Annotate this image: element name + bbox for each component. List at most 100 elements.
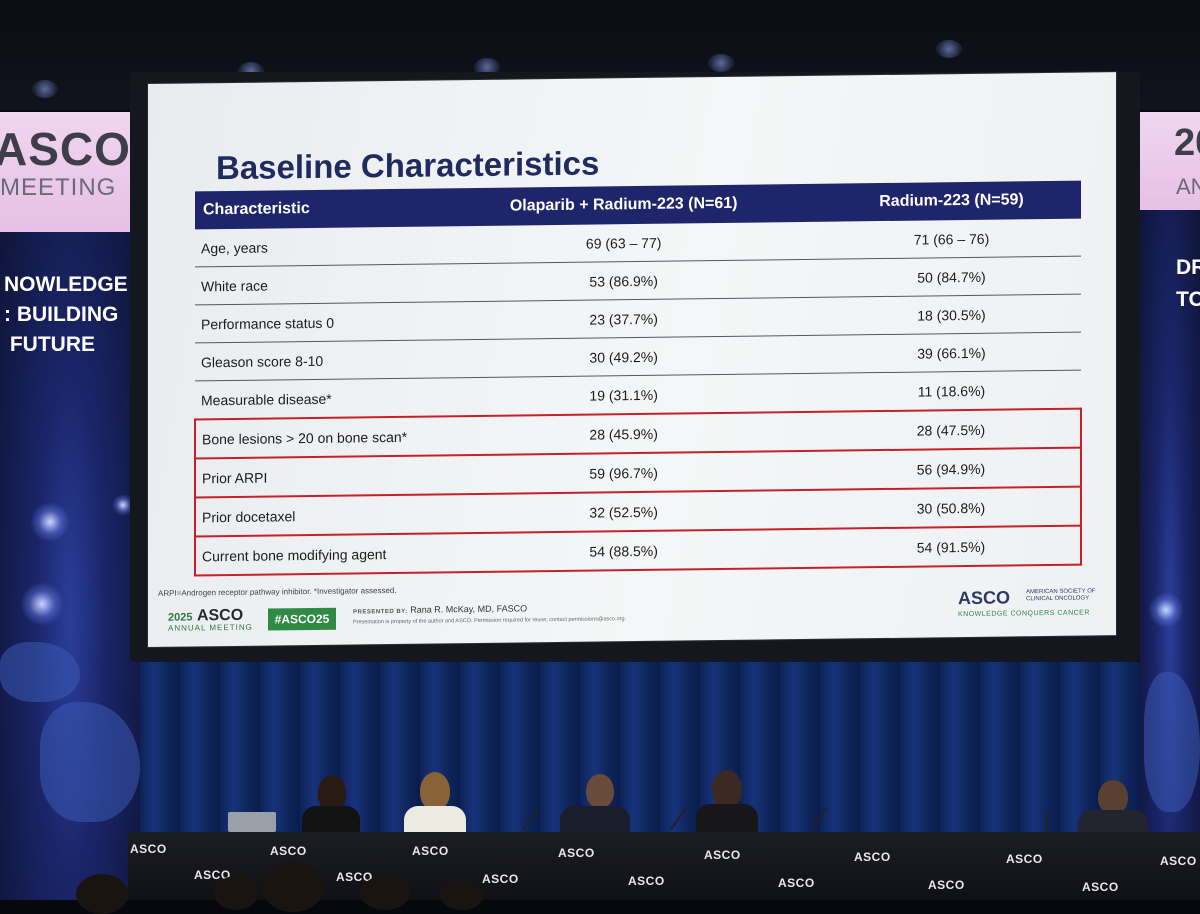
desk-logo: ASCO [1006,852,1043,866]
radium-cell: 11 (18.6%) [821,370,1081,412]
panelist-head [420,772,450,810]
panelist-head [1098,780,1128,814]
baseline-table: Characteristic Olaparib + Radium-223 (N=… [194,180,1082,577]
olaparib-radium-cell: 30 (49.2%) [425,335,822,379]
radium-cell: 56 (94.9%) [821,447,1081,490]
olaparib-radium-cell: 69 (63 – 77) [425,221,822,265]
left-banner: ASCO MEETING NOWLEDGE : BUILDING FUTURE [0,112,140,900]
desk-logo: ASCO [778,876,815,890]
right-banner-header: 20 AN [1140,112,1200,210]
left-banner-theme-line: : BUILDING [4,303,119,326]
desk-logo: ASCO [130,842,167,856]
characteristic-cell: Measurable disease* [195,378,426,420]
panelist-head [712,770,742,808]
radium-cell: 18 (30.5%) [821,294,1081,336]
radium-cell: 54 (91.5%) [821,525,1081,568]
olaparib-radium-cell: 59 (96.7%) [425,450,822,495]
olaparib-radium-cell: 32 (52.5%) [425,489,822,534]
desk-logo: ASCO [1160,854,1197,868]
presenter-block: PRESENTED BY: Rana R. McKay, MD, FASCO P… [353,602,626,625]
column-header: Characteristic [195,188,426,230]
panelist-body [302,806,360,834]
glow-dot [112,494,134,516]
slide-title: Baseline Characteristics [216,144,600,187]
olaparib-radium-cell: 54 (88.5%) [425,528,822,573]
radium-cell: 50 (84.7%) [821,256,1081,298]
radium-cell: 30 (50.8%) [821,486,1081,529]
world-map-landmass [40,702,140,822]
world-map-landmass [0,642,80,702]
left-banner-logo: ASCO [0,123,131,175]
right-banner: 20 AN DR TO [1140,112,1200,900]
audience-head [360,876,410,910]
right-banner-sub: AN [1176,174,1200,199]
panelist-body [404,806,466,834]
society-name: AMERICAN SOCIETY OF CLINICAL ONCOLOGY [1026,588,1096,603]
characteristic-cell: Performance status 0 [195,302,426,343]
radium-cell: 71 (66 – 76) [821,218,1081,260]
society-tagline: KNOWLEDGE CONQUERS CANCER [958,609,1090,619]
desk-logo: ASCO [558,846,595,860]
presenter-name: Rana R. McKay, MD, FASCO [410,603,528,615]
stage-light [32,80,58,98]
left-banner-header: ASCO MEETING [0,112,140,232]
presented-label: PRESENTED BY: [353,608,408,616]
panelist-body [560,806,630,834]
meeting-brand: ASCO [196,606,244,625]
meeting-sub: ANNUAL MEETING [168,622,253,633]
desk-logo: ASCO [336,870,373,884]
stage-curtain [140,662,1140,834]
society-brand: ASCO [958,587,1011,609]
slide-footnote: ARPI=Androgen receptor pathway inhibitor… [158,585,397,598]
radium-cell: 28 (47.5%) [821,408,1081,451]
panelist-head [318,775,346,811]
right-banner-year: 20 [1174,122,1200,164]
right-banner-theme: DR TO [1176,252,1200,316]
stage-light [936,40,962,58]
column-header: Radium-223 (N=59) [821,180,1081,222]
characteristic-cell: White race [195,264,426,305]
desk-logo: ASCO [628,874,665,888]
left-banner-meeting: MEETING [0,174,117,201]
left-banner-theme-line: NOWLEDGE [4,273,128,296]
olaparib-radium-cell: 19 (31.1%) [425,373,822,417]
characteristic-cell: Prior docetaxel [195,494,426,537]
characteristic-cell: Bone lesions > 20 on bone scan* [195,416,426,459]
desk-logo: ASCO [854,850,891,864]
desk-logo: ASCO [194,868,231,882]
annual-meeting-logo: 2025 ASCO ANNUAL MEETING [168,607,253,633]
world-map-landmass [1144,672,1200,812]
glow-dot [20,582,64,626]
glow-dot [1148,592,1184,628]
left-banner-theme-line: FUTURE [4,333,95,356]
olaparib-radium-cell: 23 (37.7%) [425,297,822,341]
characteristic-cell: Gleason score 8-10 [195,340,426,381]
characteristic-cell: Current bone modifying agent [195,533,426,576]
permission-note: Presentation is property of the author a… [353,616,627,626]
meeting-year: 2025 [168,611,193,624]
radium-cell: 39 (66.1%) [821,332,1081,374]
panelist-body [1078,810,1148,836]
olaparib-radium-cell: 28 (45.9%) [425,411,822,456]
glow-dot [30,502,70,542]
panelist-body [696,804,758,834]
audience-head [76,874,128,914]
desk-logo: ASCO [1082,880,1119,894]
desk-logo: ASCO [270,844,307,858]
panelist-head [586,774,614,808]
column-header: Olaparib + Radium-223 (N=61) [425,183,822,227]
laptop [228,812,276,832]
characteristic-cell: Prior ARPI [195,455,426,498]
asco-society-logo: ASCO AMERICAN SOCIETY OF CLINICAL ONCOLO… [958,586,1096,619]
right-banner-theme-line: DR [1176,256,1200,279]
stage-light [708,54,734,72]
left-banner-theme: NOWLEDGE : BUILDING FUTURE [4,270,128,360]
audience-head [440,880,484,910]
right-banner-theme-line: TO [1176,288,1200,311]
desk-logo: ASCO [928,878,965,892]
audience-head [214,876,258,910]
desk-logo: ASCO [704,848,741,862]
desk-logo: ASCO [412,844,449,858]
characteristic-cell: Age, years [195,226,426,267]
olaparib-radium-cell: 53 (86.9%) [425,259,822,303]
